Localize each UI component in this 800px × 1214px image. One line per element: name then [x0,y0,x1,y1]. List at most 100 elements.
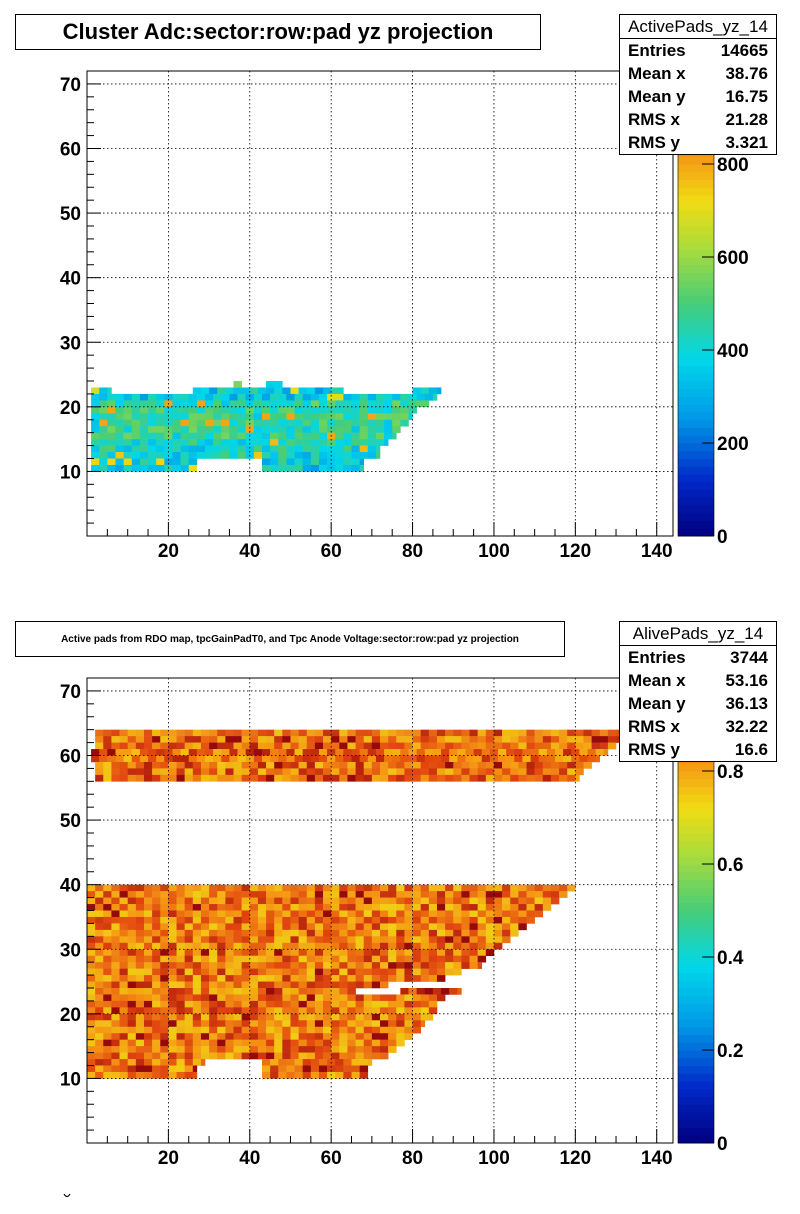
heatmap-cell [135,884,145,892]
heatmap-cell [111,1013,120,1021]
heatmap-cell [241,936,251,944]
heatmap-cell [339,981,348,989]
heatmap-cell [416,749,426,756]
heatmap-cell [493,910,503,918]
heatmap-cell [266,1020,275,1028]
heatmap-cell [420,904,430,911]
heatmap-cell [245,413,255,421]
heatmap-cell [221,413,230,421]
heatmap-cell [298,891,308,898]
heatmap-cell [485,916,495,924]
heatmap-cell [249,1033,259,1040]
heatmap-cell [404,936,413,944]
heatmap-cell [298,1000,308,1008]
heatmap-cell [168,1065,177,1073]
color-scale-step [678,1104,714,1113]
heatmap-cell [131,393,141,401]
heatmap-cell [245,393,255,401]
heatmap-cell [396,1007,405,1015]
heatmap-cell [127,916,137,924]
heatmap-cell [461,936,470,944]
color-scale-step [678,156,714,165]
heatmap-cell [172,452,181,459]
heatmap-cell [282,968,291,976]
heatmap-cell [111,949,120,957]
chart-title-box: Cluster Adc:sector:row:pad yz projection [15,14,541,50]
heatmap-cell [164,749,173,756]
heatmap-cell [445,916,454,924]
heatmap-cell [135,1071,145,1079]
heatmap-cell [323,742,332,750]
heatmap-cell [526,904,535,911]
heatmap-cell [347,942,356,950]
heatmap-cell [115,413,124,421]
heatmap-cell [172,445,181,453]
heatmap-cell [274,768,283,776]
heatmap-cell [127,1046,137,1053]
heatmap-cell [302,464,312,472]
heatmap-cell [522,749,531,756]
heatmap-cell [274,1046,283,1053]
heatmap-cell [143,916,153,924]
heatmap-cell [380,910,389,918]
heatmap-cell [266,891,275,898]
heatmap-cell [371,897,381,905]
heatmap-cell [563,749,572,756]
heatmap-cell [233,988,242,995]
heatmap-cell [567,729,576,737]
heatmap-cell [331,742,340,750]
heatmap-cell [103,1059,112,1066]
heatmap-cell [205,426,214,433]
heatmap-cell [119,729,128,737]
heatmap-cell [546,755,556,763]
heatmap-cell [241,1020,251,1028]
heatmap-cell [461,929,470,937]
heatmap-cell [139,432,149,440]
heatmap-cell [477,774,487,782]
heatmap-cell [461,962,470,969]
heatmap-cell [229,419,238,427]
heatmap-cell [135,962,145,969]
heatmap-cell [314,897,324,905]
heatmap-cell [131,426,141,433]
heatmap-cell [534,910,544,918]
heatmap-cell [209,897,218,905]
color-scale-step [678,381,714,390]
heatmap-cell [200,942,210,950]
heatmap-cell [123,406,133,414]
heatmap-cell [396,923,405,931]
heatmap-cell [111,1020,120,1028]
heatmap-cell [461,904,470,911]
heatmap-cell [217,923,226,931]
heatmap-cell [257,761,267,769]
heatmap-cell [266,988,275,995]
heatmap-cell [192,1000,202,1008]
heatmap-cell [87,949,96,957]
heatmap-cell [152,968,161,976]
heatmap-cell [457,988,462,995]
heatmap-cell [380,975,389,982]
heatmap-cell [200,904,210,911]
heatmap-cell [453,742,462,750]
heatmap-cell [359,755,369,763]
heatmap-cell [351,1059,360,1066]
heatmap-cell [302,749,312,756]
color-scale-step [678,388,714,397]
heatmap-cell [95,916,104,924]
heatmap-cell [375,413,385,421]
heatmap-cell [111,761,120,769]
heatmap-cell [274,942,283,950]
heatmap-cell [266,1052,275,1060]
grid [87,71,673,536]
heatmap-cell [184,910,194,918]
heatmap-cell [148,452,157,459]
heatmap-cell [436,910,446,918]
heatmap-cell [266,736,275,743]
heatmap-cell [347,916,356,924]
heatmap-cell [152,1000,161,1008]
heatmap-cell [607,729,617,737]
heatmap-canvas: 20 40 60 80 100 120 14010203040506070020040060… [60,62,759,562]
heatmap-cell [192,736,202,743]
heatmap-cell [184,1039,194,1047]
heatmap-cell [412,1026,421,1034]
